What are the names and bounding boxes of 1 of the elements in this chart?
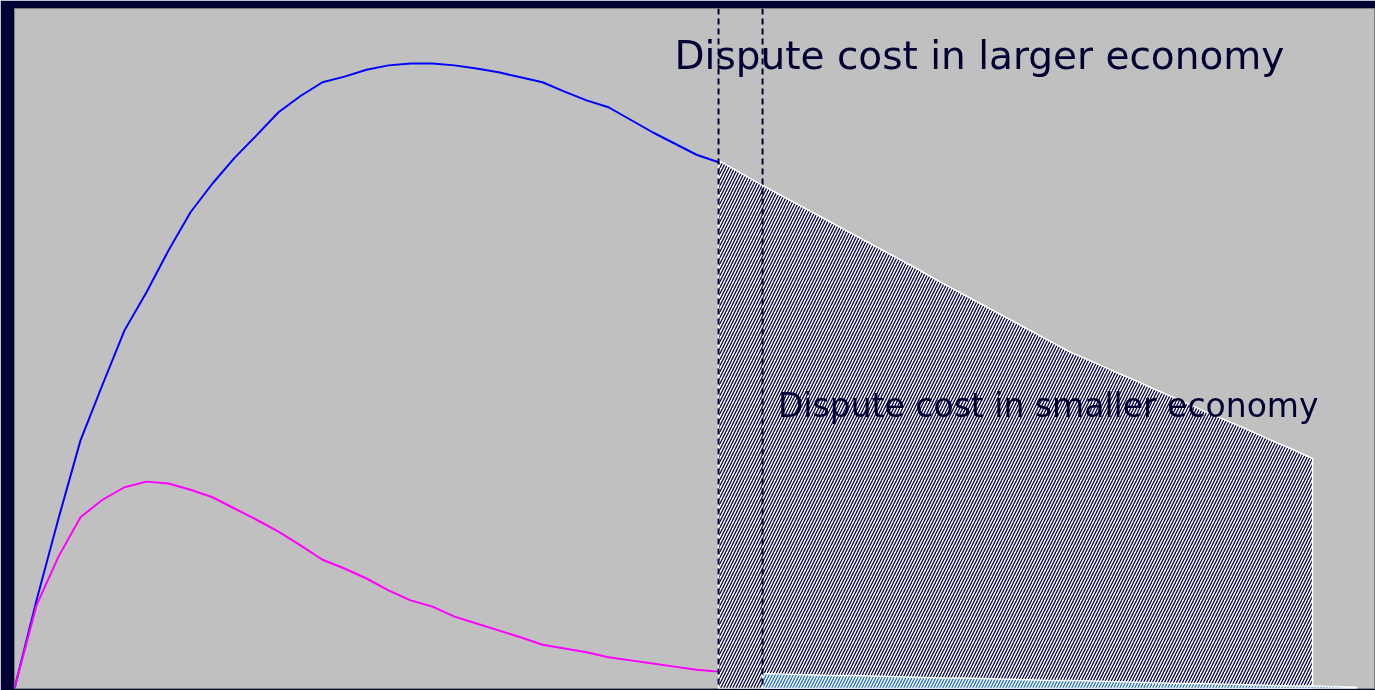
annotation: Dispute cost in larger economy	[674, 32, 1285, 78]
